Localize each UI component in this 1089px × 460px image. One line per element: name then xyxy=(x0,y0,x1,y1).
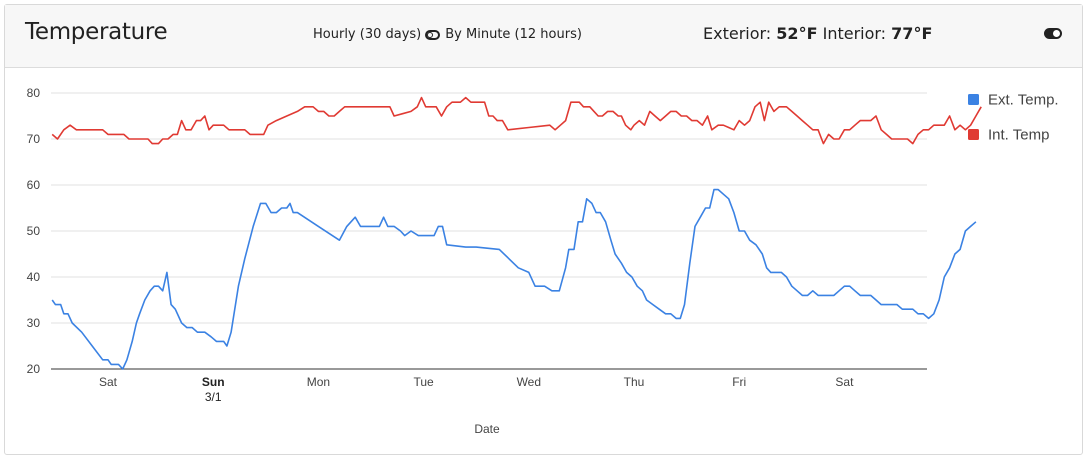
y-tick-label: 50 xyxy=(27,224,41,238)
minute-option[interactable]: By Minute (12 hours) xyxy=(445,27,582,42)
legend-swatch xyxy=(968,129,979,140)
y-tick-label: 20 xyxy=(27,362,41,376)
y-axis-ticks: 20 30 40 50 60 70 80 xyxy=(27,86,41,376)
x-tick-label: Wed xyxy=(517,375,541,389)
grid-lines xyxy=(51,92,927,370)
legend-swatch xyxy=(968,94,979,105)
y-tick-label: 70 xyxy=(27,132,41,146)
x-tick-label: Sun xyxy=(202,375,225,389)
interior-label: Interior: xyxy=(822,24,887,43)
card-title: Temperature xyxy=(25,19,168,45)
x-tick-label: Sat xyxy=(99,375,118,389)
x-axis-label: Date xyxy=(474,422,500,436)
x-tick-label: Fri xyxy=(732,375,746,389)
x-tick-sublabel: 3/1 xyxy=(205,390,222,404)
series-line-ext-temp xyxy=(51,188,977,370)
interior-value: 77°F xyxy=(891,24,933,43)
x-tick-label: Tue xyxy=(413,375,434,389)
series-lines xyxy=(51,96,982,370)
y-tick-label: 60 xyxy=(27,178,41,192)
hourly-option[interactable]: Hourly (30 days) xyxy=(313,27,422,42)
range-switch-icon[interactable] xyxy=(425,29,441,40)
card-header: Temperature Hourly (30 days) By Minute (… xyxy=(5,5,1082,68)
x-tick-label: Thu xyxy=(624,375,645,389)
x-tick-label: Mon xyxy=(307,375,330,389)
series-line-int-temp xyxy=(51,96,982,145)
settings-toggle-icon[interactable] xyxy=(1044,28,1062,39)
range-toggle[interactable]: Hourly (30 days) By Minute (12 hours) xyxy=(313,27,582,42)
temperature-card: Temperature Hourly (30 days) By Minute (… xyxy=(4,4,1083,455)
x-tick-label: Sat xyxy=(835,375,854,389)
y-tick-label: 30 xyxy=(27,316,41,330)
legend-label: Int. Temp xyxy=(988,127,1049,144)
current-readout: Exterior: 52°F Interior: 77°F xyxy=(703,24,932,43)
legend-label: Ext. Temp. xyxy=(988,92,1059,109)
exterior-label: Exterior: xyxy=(703,24,772,43)
y-tick-label: 80 xyxy=(27,86,41,100)
y-tick-label: 40 xyxy=(27,270,41,284)
legend: Ext. Temp. Int. Temp xyxy=(968,92,1059,144)
exterior-value: 52°F xyxy=(776,24,818,43)
